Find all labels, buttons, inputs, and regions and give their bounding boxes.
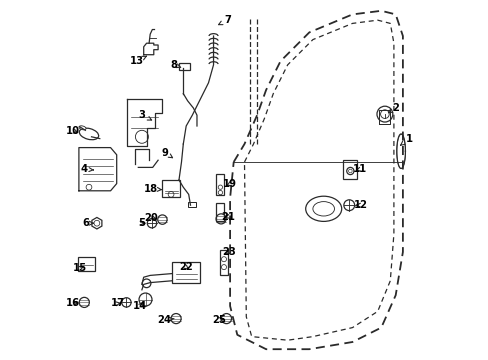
Bar: [216, 203, 224, 221]
Ellipse shape: [79, 128, 99, 140]
Bar: [171, 262, 200, 283]
Text: 19: 19: [222, 179, 236, 189]
Bar: [220, 250, 227, 275]
Bar: [216, 174, 224, 195]
Text: 16: 16: [65, 298, 80, 309]
Text: 23: 23: [222, 247, 235, 257]
Ellipse shape: [305, 196, 341, 221]
Text: 15: 15: [72, 263, 86, 273]
Ellipse shape: [79, 126, 86, 130]
Text: 6: 6: [82, 218, 93, 228]
Text: 5: 5: [138, 218, 145, 228]
Text: 8: 8: [170, 60, 181, 70]
Text: 14: 14: [133, 301, 147, 311]
Text: 9: 9: [162, 148, 172, 158]
Text: 25: 25: [212, 315, 226, 325]
Text: 7: 7: [218, 15, 231, 25]
Text: 22: 22: [179, 262, 193, 273]
Ellipse shape: [312, 202, 334, 216]
Text: 11: 11: [352, 164, 367, 174]
Text: 12: 12: [353, 200, 366, 210]
Bar: [179, 63, 189, 70]
Polygon shape: [92, 217, 102, 229]
Text: 1: 1: [400, 134, 412, 145]
Bar: [162, 180, 180, 197]
Text: 24: 24: [157, 315, 174, 325]
Text: 13: 13: [129, 56, 146, 66]
Text: 18: 18: [143, 184, 161, 194]
Bar: [343, 160, 356, 179]
Text: 3: 3: [138, 110, 151, 120]
Bar: [78, 257, 95, 271]
Text: 17: 17: [111, 298, 124, 309]
Text: 10: 10: [65, 126, 79, 136]
Text: 20: 20: [144, 213, 158, 223]
Text: 21: 21: [221, 212, 235, 222]
Bar: [188, 202, 195, 207]
Text: 4: 4: [81, 164, 93, 174]
Text: 2: 2: [387, 103, 398, 113]
